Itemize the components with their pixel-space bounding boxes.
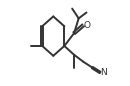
Text: N: N	[101, 68, 107, 77]
Text: O: O	[84, 21, 91, 30]
